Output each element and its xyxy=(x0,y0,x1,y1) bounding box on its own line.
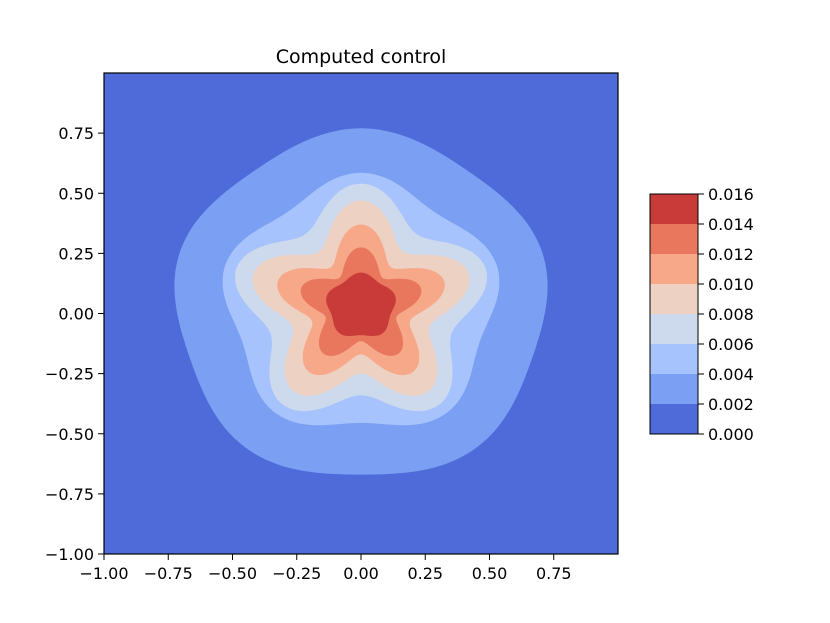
x-tick-label: −0.50 xyxy=(208,564,257,583)
colorbar-swatch xyxy=(650,344,698,374)
contour-fill-area xyxy=(104,73,618,554)
colorbar-tick-label: 0.002 xyxy=(708,395,754,414)
y-tick-label: 0.75 xyxy=(58,124,94,143)
x-tick-label: 0.00 xyxy=(343,564,379,583)
colorbar-tick-label: 0.000 xyxy=(708,425,754,444)
colorbar-swatch xyxy=(650,284,698,314)
x-tick-label: 0.25 xyxy=(407,564,443,583)
colorbar-swatch xyxy=(650,194,698,224)
x-tick-label: −0.25 xyxy=(272,564,321,583)
contour-band-7 xyxy=(326,272,396,337)
colorbar-tick-label: 0.006 xyxy=(708,335,754,354)
y-tick-label: −0.25 xyxy=(45,365,94,384)
x-tick-label: −0.75 xyxy=(144,564,193,583)
y-tick-label: −0.75 xyxy=(45,485,94,504)
y-tick-label: 0.50 xyxy=(58,184,94,203)
chart-title: Computed control xyxy=(276,46,447,68)
y-tick-label: 0.25 xyxy=(58,244,94,263)
colorbar: 0.000 0.002 0.004 0.006 0.008 0.010 0.012 0.014… xyxy=(649,185,754,444)
x-axis: −1.00 −0.75 −0.50 −0.25 0.00 0.25 0.50 0.75 xyxy=(79,554,572,583)
x-tick-label: 0.75 xyxy=(536,564,572,583)
y-tick-label: −0.50 xyxy=(45,425,94,444)
colorbar-swatch xyxy=(650,404,698,434)
y-tick-label: −1.00 xyxy=(45,545,94,564)
colorbar-swatch xyxy=(650,374,698,404)
colorbar-tick-label: 0.012 xyxy=(708,245,754,264)
colorbar-tick-label: 0.004 xyxy=(708,365,754,384)
colorbar-tick-label: 0.014 xyxy=(708,215,754,234)
colorbar-tick-label: 0.010 xyxy=(708,275,754,294)
x-tick-label: −1.00 xyxy=(79,564,128,583)
colorbar-tick-label: 0.016 xyxy=(708,185,754,204)
y-axis: −1.00 −0.75 −0.50 −0.25 0.00 0.25 0.50 0.75 xyxy=(45,124,104,564)
colorbar-swatch xyxy=(650,224,698,254)
colorbar-tick-label: 0.008 xyxy=(708,305,754,324)
x-tick-label: 0.50 xyxy=(472,564,508,583)
colorbar-swatch xyxy=(650,254,698,284)
colorbar-swatch xyxy=(650,314,698,344)
y-tick-label: 0.00 xyxy=(58,305,94,324)
